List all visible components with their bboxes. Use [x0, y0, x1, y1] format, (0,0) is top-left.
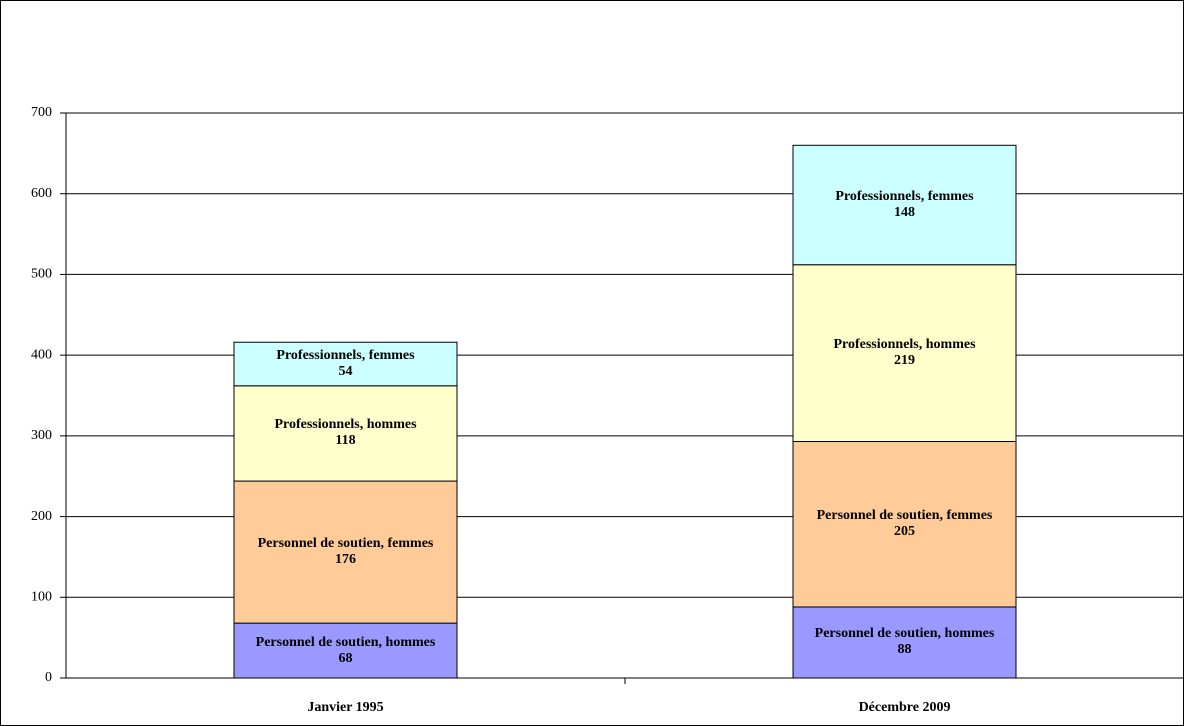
- segment-label-box: Professionnels, hommes 219: [793, 313, 1016, 393]
- segment-value: 176: [335, 552, 356, 568]
- segment-value: 68: [338, 650, 353, 666]
- y-tick-label: 700: [31, 105, 52, 120]
- segment-label-box: Personnel de soutien, hommes 68: [234, 611, 457, 691]
- segment-series-name: Professionnels, hommes: [833, 337, 976, 353]
- y-tick-label: 100: [31, 590, 52, 605]
- bar-segment: [233, 480, 458, 624]
- y-tick-label: 600: [31, 186, 52, 201]
- segment-value: 88: [897, 642, 912, 658]
- segment-series-name: Professionnels, femmes: [276, 348, 415, 364]
- segment-value: 205: [894, 524, 915, 540]
- segment-series-name: Personnel de soutien, hommes: [814, 626, 995, 642]
- segment-label-box: Personnel de soutien, femmes 205: [793, 484, 1016, 564]
- segment-label-box: Personnel de soutien, femmes 176: [234, 512, 457, 592]
- bar-segment: [233, 341, 458, 387]
- bar-segment: [792, 264, 1017, 443]
- y-tick-label: 400: [31, 347, 52, 362]
- segment-series-name: Personnel de soutien, femmes: [816, 508, 993, 524]
- segment-value: 148: [894, 205, 915, 220]
- x-tick-label: Janvier 1995: [307, 700, 383, 715]
- y-tick-label: 200: [31, 509, 52, 524]
- segment-label-box: Professionnels, femmes 148: [793, 165, 1016, 245]
- segment-series-name: Personnel de soutien, femmes: [257, 536, 434, 552]
- segment-label-box: Personnel de soutien, hommes 88: [793, 602, 1016, 682]
- segment-value: 219: [894, 353, 915, 369]
- segment-label-box: Professionnels, femmes 54: [234, 324, 457, 404]
- bar-segment: [792, 441, 1017, 608]
- segment-series-name: Professionnels, hommes: [274, 417, 417, 433]
- segment-value: 118: [335, 433, 356, 449]
- x-tick-label: Décembre 2009: [859, 700, 951, 715]
- bar-segment: [233, 385, 458, 482]
- segment-value: 54: [338, 364, 353, 380]
- bar-segment: [792, 144, 1017, 266]
- y-tick-label: 0: [45, 670, 52, 685]
- y-tick-label: 500: [31, 267, 52, 282]
- segment-series-name: Professionnels, femmes: [835, 189, 974, 204]
- y-tick-label: 300: [31, 428, 52, 443]
- segment-series-name: Personnel de soutien, hommes: [255, 634, 436, 650]
- segment-label-box: Professionnels, hommes 118: [234, 393, 457, 473]
